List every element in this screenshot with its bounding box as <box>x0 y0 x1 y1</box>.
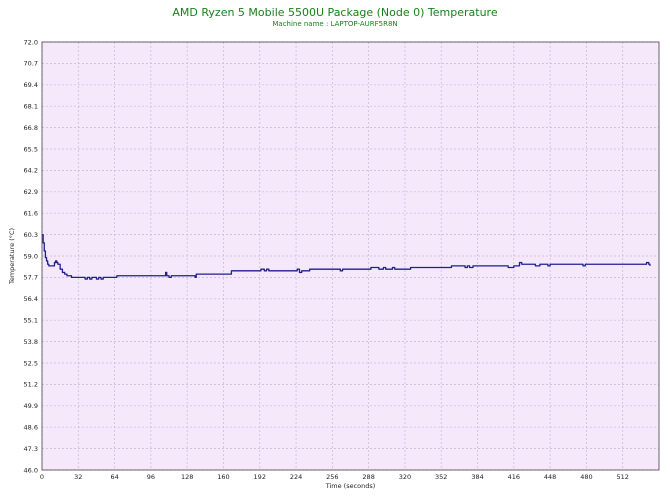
x-tick-label: 416 <box>508 473 520 481</box>
y-tick-label: 66.8 <box>24 124 38 132</box>
y-tick-label: 55.1 <box>24 317 38 325</box>
y-tick-label: 49.9 <box>24 402 38 410</box>
y-tick-label: 60.3 <box>24 231 38 239</box>
x-tick-label: 480 <box>580 473 592 481</box>
y-tick-label: 51.2 <box>24 381 38 389</box>
x-tick-label: 224 <box>290 473 302 481</box>
x-tick-label: 0 <box>40 473 44 481</box>
y-tick-label: 68.1 <box>24 103 38 111</box>
series-line <box>42 233 651 280</box>
y-tick-label: 62.9 <box>24 188 38 196</box>
y-tick-label: 57.7 <box>24 274 38 282</box>
y-axis-label: Temperature (°C) <box>8 228 16 285</box>
x-tick-label: 512 <box>616 473 628 481</box>
x-axis-label: Time (seconds) <box>325 482 376 490</box>
y-tick-label: 46.0 <box>24 466 38 474</box>
y-tick-label: 52.5 <box>24 359 38 367</box>
x-tick-label: 256 <box>326 473 338 481</box>
y-tick-label: 61.6 <box>24 210 38 218</box>
plot-frame <box>41 41 660 471</box>
x-tick-label: 128 <box>181 473 193 481</box>
y-tick-label: 47.3 <box>24 445 38 453</box>
x-tick-label: 384 <box>471 473 483 481</box>
y-tick-label: 70.7 <box>24 60 38 68</box>
y-tick-label: 72.0 <box>24 38 38 46</box>
x-axis-ticks: 0 32 64 96 128 160 192 224 256 288 320 352 384 416 448… <box>40 473 629 481</box>
x-tick-label: 192 <box>254 473 266 481</box>
y-axis-ticks: 46.0 47.3 48.6 49.9 51.2 52.5 53.8 55.1 56.4 57.7… <box>24 38 38 474</box>
y-tick-label: 69.4 <box>24 81 38 89</box>
x-tick-label: 32 <box>74 473 82 481</box>
y-tick-label: 65.5 <box>24 145 38 153</box>
y-tick-label: 64.2 <box>24 167 38 175</box>
y-tick-label: 53.8 <box>24 338 38 346</box>
x-tick-label: 288 <box>362 473 374 481</box>
chart-title: AMD Ryzen 5 Mobile 5500U Package (Node 0… <box>172 6 498 19</box>
chart-subtitle: Machine name : LAPTOP-AURF5R8N <box>272 20 398 28</box>
x-tick-label: 160 <box>217 473 229 481</box>
x-tick-label: 96 <box>147 473 155 481</box>
y-tick-label: 48.6 <box>24 424 38 432</box>
grid-lines <box>41 41 659 471</box>
y-tick-label: 56.4 <box>24 295 38 303</box>
x-tick-label: 352 <box>435 473 447 481</box>
y-tick-label: 59.0 <box>24 252 38 260</box>
x-tick-label: 64 <box>110 473 118 481</box>
x-tick-label: 448 <box>544 473 556 481</box>
x-tick-label: 320 <box>399 473 411 481</box>
